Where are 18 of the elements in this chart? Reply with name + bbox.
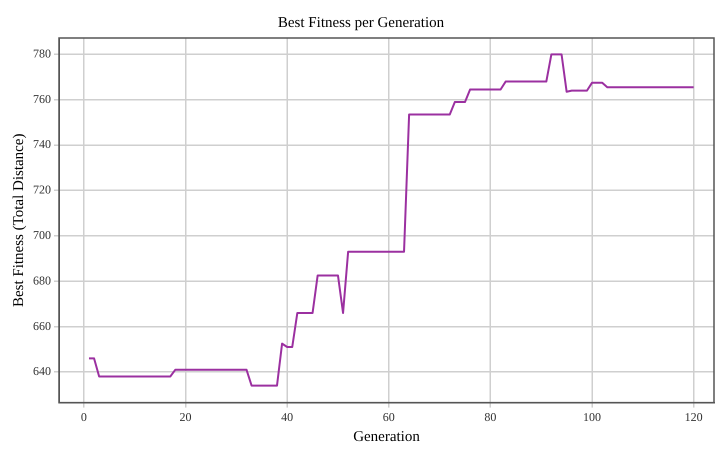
chart-title: Best Fitness per Generation xyxy=(278,14,445,31)
y-tick-label: 720 xyxy=(33,182,51,197)
y-tick-label: 740 xyxy=(33,137,51,152)
y-tick-label: 700 xyxy=(33,228,51,242)
y-axis-title: Best Fitness (Total Distance) xyxy=(10,134,27,308)
x-tick-label: 0 xyxy=(80,410,87,424)
x-tick-label: 100 xyxy=(583,410,602,424)
x-tick-label: 80 xyxy=(484,410,496,424)
x-tick-label: 60 xyxy=(382,410,395,424)
x-tick-label: 20 xyxy=(180,410,192,424)
x-tick-label: 120 xyxy=(684,410,703,424)
x-axis-title: Generation xyxy=(353,428,420,445)
y-tick-label: 780 xyxy=(33,46,51,60)
y-tick-label: 760 xyxy=(33,92,51,106)
y-tick-label: 680 xyxy=(33,273,51,288)
y-tick-label: 640 xyxy=(33,364,51,378)
y-tick-label: 660 xyxy=(33,318,51,333)
x-tick-label: 40 xyxy=(281,410,294,424)
